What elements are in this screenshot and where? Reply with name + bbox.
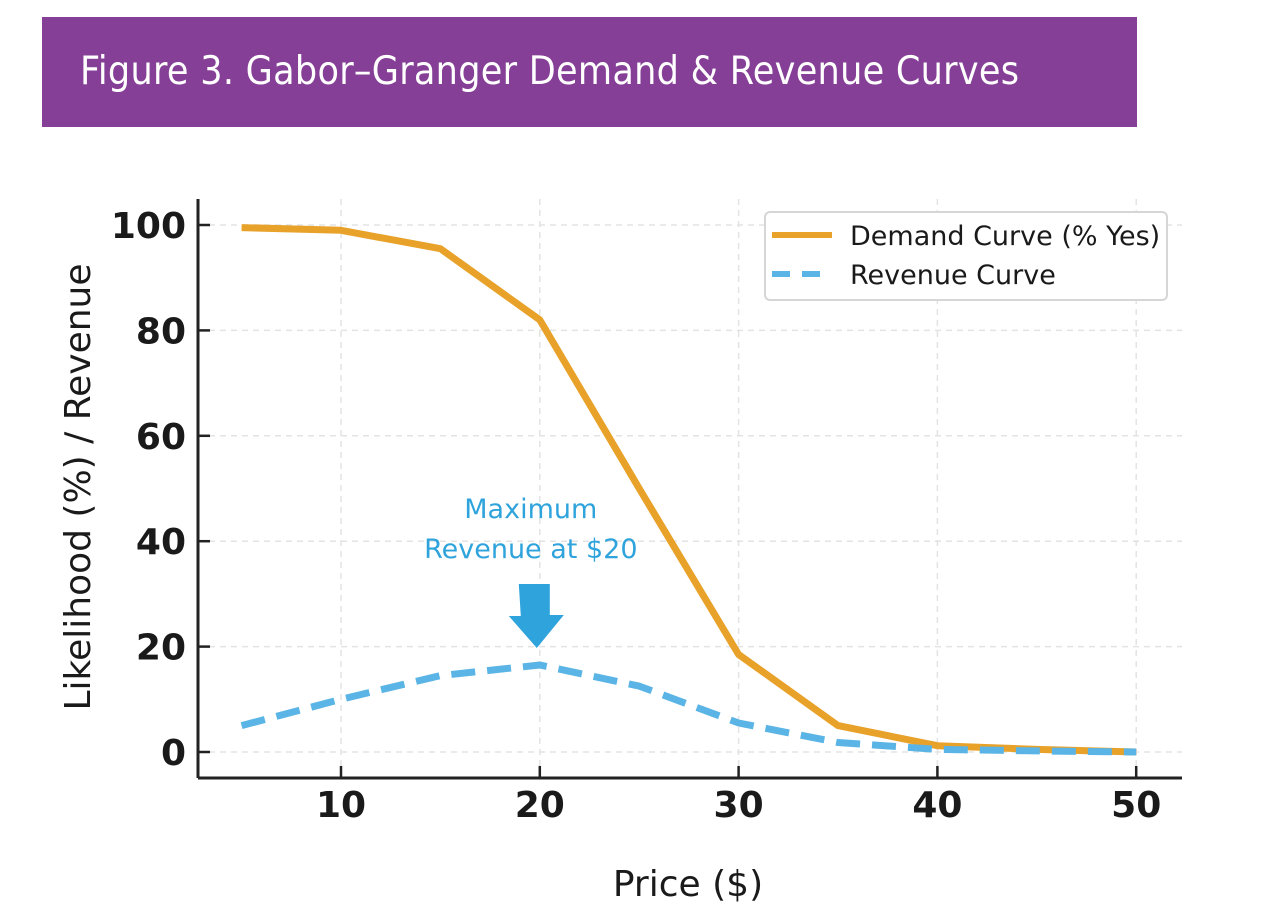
legend: Demand Curve (% Yes) Revenue Curve	[764, 211, 1168, 301]
x-axis-title: Price ($)	[613, 864, 763, 905]
annotation: Maximum Revenue at $20	[424, 494, 638, 648]
x-tick-label: 40	[912, 785, 962, 826]
axes: 0 20 40 60 80 100 10 20 30 40 50 Price ($) Likelihoo…	[58, 199, 1182, 905]
demand-curve-line	[241, 224, 1137, 756]
y-tick-label: 0	[161, 733, 186, 774]
annotation-text-line: Revenue at $20	[424, 534, 637, 565]
legend-label-demand: Demand Curve (% Yes)	[850, 221, 1160, 252]
y-tick-label: 60	[136, 417, 186, 458]
grid	[198, 199, 1182, 778]
x-tick-label: 20	[515, 785, 565, 826]
y-tick-label: 100	[111, 206, 186, 247]
y-tick-label: 40	[136, 522, 186, 563]
y-tick-label: 20	[136, 628, 186, 669]
annotation-text-line: Maximum	[464, 494, 597, 525]
revenue-curve-line	[240, 661, 1137, 756]
x-tick-label: 50	[1111, 785, 1161, 826]
legend-box	[764, 211, 1168, 301]
x-tick-label: 30	[714, 785, 764, 826]
series-layer	[240, 224, 1137, 756]
figure-title: Figure 3. Gabor–Granger Demand & Revenue…	[80, 49, 1020, 94]
down-arrow-icon	[508, 584, 564, 648]
title-banner: Figure 3. Gabor–Granger Demand & Revenue…	[42, 17, 1137, 127]
y-axis-title: Likelihood (%) / Revenue	[58, 263, 99, 710]
legend-label-revenue: Revenue Curve	[850, 260, 1056, 291]
y-tick-label: 80	[136, 311, 186, 352]
x-tick-label: 10	[316, 785, 366, 826]
